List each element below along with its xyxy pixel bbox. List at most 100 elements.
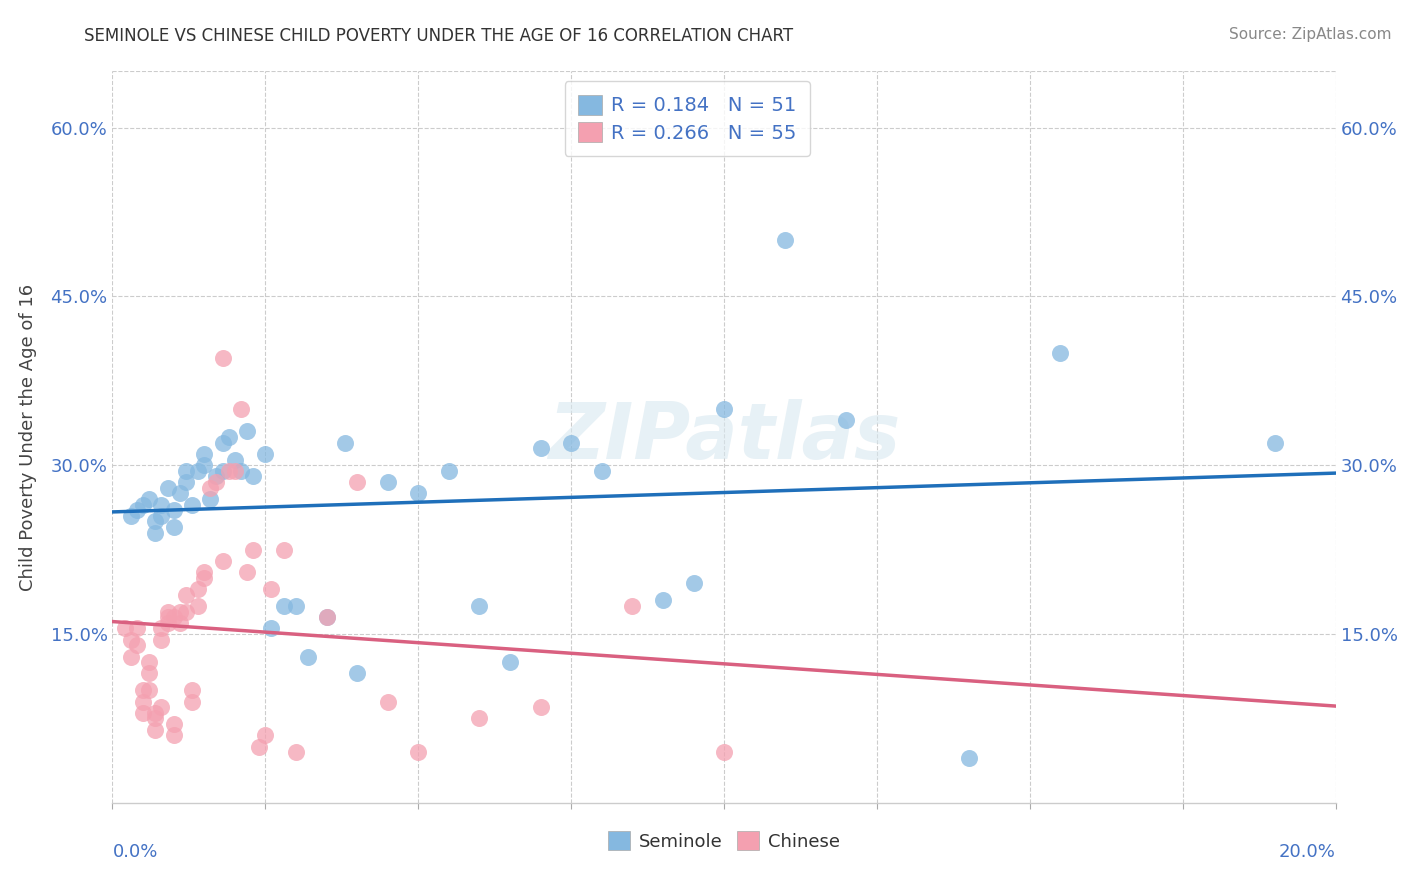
- Point: [652, 593, 675, 607]
- Point: [156, 615, 179, 630]
- Point: [333, 435, 356, 450]
- Legend: Seminole, Chinese: Seminole, Chinese: [599, 822, 849, 860]
- Point: [218, 464, 240, 478]
- Point: [143, 723, 166, 737]
- Point: [242, 542, 264, 557]
- Point: [273, 599, 295, 613]
- Point: [193, 447, 215, 461]
- Point: [713, 401, 735, 416]
- Point: [132, 694, 155, 708]
- Point: [315, 610, 337, 624]
- Point: [174, 588, 197, 602]
- Point: [174, 605, 197, 619]
- Point: [181, 694, 204, 708]
- Point: [408, 486, 430, 500]
- Point: [229, 464, 252, 478]
- Point: [150, 621, 173, 635]
- Point: [591, 464, 613, 478]
- Point: [468, 711, 491, 725]
- Point: [377, 475, 399, 489]
- Point: [143, 711, 166, 725]
- Point: [218, 430, 240, 444]
- Point: [181, 683, 204, 698]
- Point: [200, 481, 222, 495]
- Point: [187, 582, 209, 596]
- Point: [138, 491, 160, 506]
- Point: [138, 666, 160, 681]
- Point: [621, 599, 644, 613]
- Point: [273, 542, 295, 557]
- Point: [120, 649, 142, 664]
- Point: [284, 745, 308, 759]
- Point: [236, 565, 259, 579]
- Point: [125, 503, 148, 517]
- Point: [120, 632, 142, 647]
- Point: [530, 700, 553, 714]
- Point: [150, 508, 173, 523]
- Point: [260, 582, 283, 596]
- Point: [169, 615, 191, 630]
- Point: [143, 706, 166, 720]
- Point: [156, 610, 179, 624]
- Point: [169, 486, 191, 500]
- Point: [181, 498, 204, 512]
- Point: [193, 571, 215, 585]
- Point: [560, 435, 582, 450]
- Point: [211, 464, 233, 478]
- Point: [174, 464, 197, 478]
- Point: [125, 621, 148, 635]
- Point: [163, 610, 186, 624]
- Point: [143, 525, 166, 540]
- Point: [174, 475, 197, 489]
- Point: [138, 683, 160, 698]
- Point: [193, 565, 215, 579]
- Point: [156, 481, 179, 495]
- Point: [957, 751, 980, 765]
- Point: [211, 351, 233, 366]
- Point: [163, 520, 186, 534]
- Text: 0.0%: 0.0%: [112, 843, 157, 861]
- Point: [260, 621, 283, 635]
- Point: [530, 442, 553, 456]
- Point: [247, 739, 270, 754]
- Point: [193, 458, 215, 473]
- Point: [284, 599, 308, 613]
- Point: [408, 745, 430, 759]
- Text: Source: ZipAtlas.com: Source: ZipAtlas.com: [1229, 27, 1392, 42]
- Point: [200, 491, 222, 506]
- Point: [224, 464, 246, 478]
- Point: [437, 464, 460, 478]
- Point: [205, 469, 228, 483]
- Y-axis label: Child Poverty Under the Age of 16: Child Poverty Under the Age of 16: [18, 284, 37, 591]
- Point: [682, 576, 704, 591]
- Point: [254, 728, 277, 742]
- Point: [224, 452, 246, 467]
- Point: [150, 700, 173, 714]
- Point: [229, 401, 252, 416]
- Point: [120, 508, 142, 523]
- Point: [132, 683, 155, 698]
- Point: [163, 728, 186, 742]
- Point: [125, 638, 148, 652]
- Point: [114, 621, 136, 635]
- Text: ZIPatlas: ZIPatlas: [548, 399, 900, 475]
- Point: [156, 605, 179, 619]
- Point: [163, 503, 186, 517]
- Point: [346, 666, 368, 681]
- Text: SEMINOLE VS CHINESE CHILD POVERTY UNDER THE AGE OF 16 CORRELATION CHART: SEMINOLE VS CHINESE CHILD POVERTY UNDER …: [84, 27, 793, 45]
- Point: [236, 425, 259, 439]
- Point: [211, 435, 233, 450]
- Point: [169, 605, 191, 619]
- Point: [377, 694, 399, 708]
- Point: [163, 717, 186, 731]
- Point: [346, 475, 368, 489]
- Point: [835, 413, 858, 427]
- Point: [315, 610, 337, 624]
- Point: [187, 464, 209, 478]
- Point: [242, 469, 264, 483]
- Text: 20.0%: 20.0%: [1279, 843, 1336, 861]
- Point: [150, 632, 173, 647]
- Point: [1049, 345, 1071, 359]
- Point: [713, 745, 735, 759]
- Point: [150, 498, 173, 512]
